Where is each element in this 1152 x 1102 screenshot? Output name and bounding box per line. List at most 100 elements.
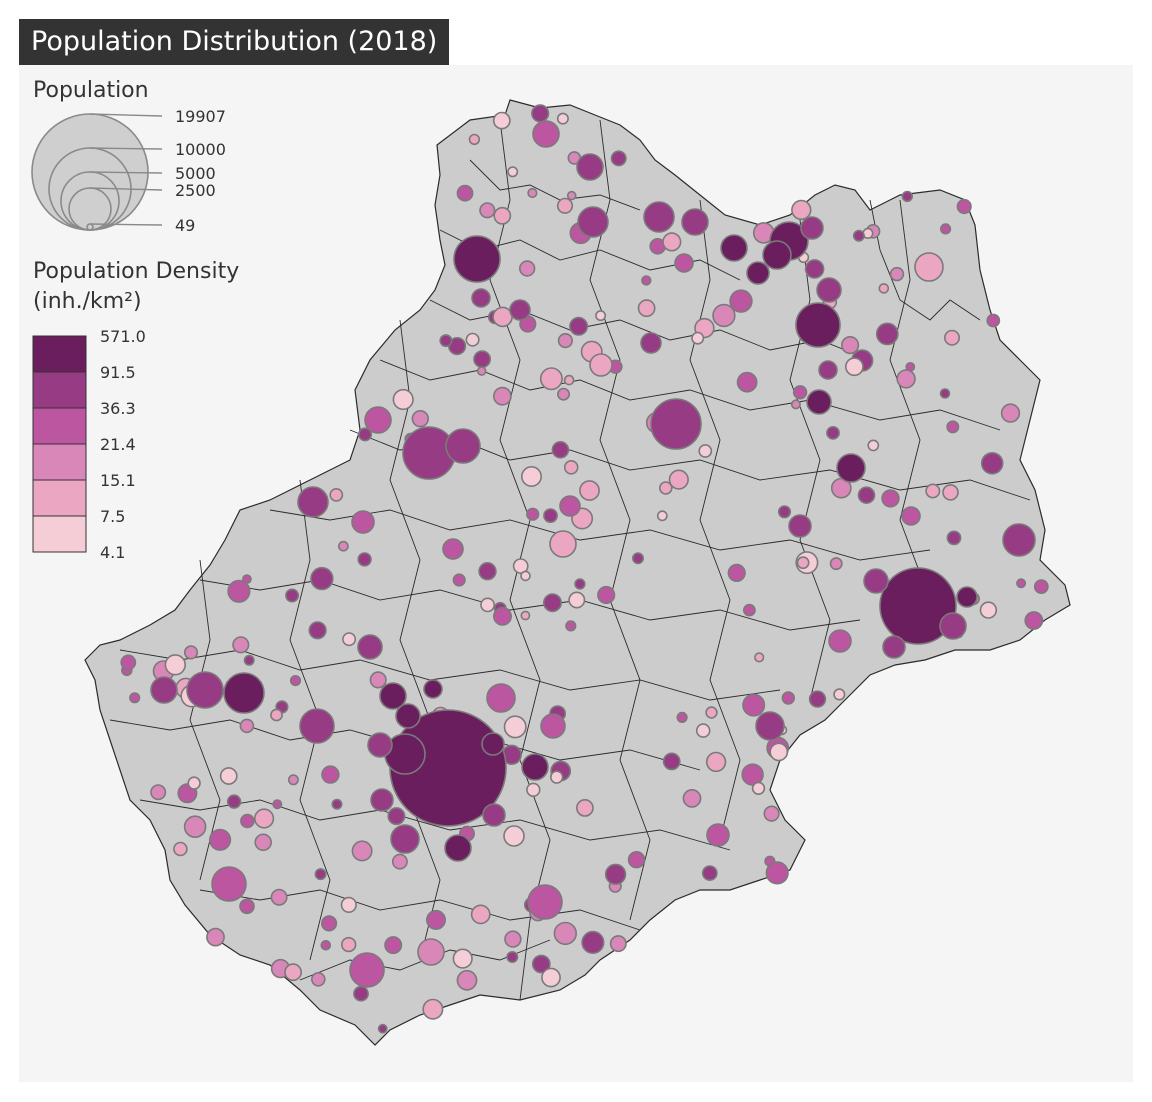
population-symbol (486, 683, 516, 713)
population-symbol (765, 861, 789, 885)
map-title: Population Distribution (2018) (19, 19, 450, 65)
population-symbol (206, 927, 225, 947)
population-symbol (589, 353, 613, 377)
population-symbol (473, 350, 492, 369)
population-symbol (557, 333, 574, 349)
population-symbol (1000, 403, 1021, 423)
population-symbol (232, 636, 250, 654)
population-symbol (939, 612, 967, 640)
population-symbol (342, 632, 357, 647)
population-symbol (576, 799, 594, 817)
population-symbol (478, 561, 497, 581)
population-symbol (308, 621, 327, 640)
population-symbol (574, 578, 586, 590)
population-symbol (816, 277, 842, 303)
size-legend-label: 10000 (175, 140, 226, 159)
population-symbol (808, 690, 827, 708)
population-symbol (390, 824, 420, 854)
population-symbol (668, 469, 689, 490)
population-symbol (579, 480, 600, 501)
population-symbol (289, 674, 302, 687)
population-symbol (150, 784, 167, 801)
population-symbol (658, 481, 673, 495)
population-symbol (481, 732, 505, 756)
population-symbol (701, 865, 718, 881)
population-symbol (549, 530, 577, 558)
population-symbol (881, 489, 900, 508)
color-legend-break: 571.0 (100, 327, 146, 346)
population-symbol (503, 825, 525, 847)
population-symbol (395, 703, 421, 729)
population-symbol (369, 671, 387, 689)
population-symbol (357, 634, 383, 660)
population-symbol (1024, 611, 1044, 630)
color-legend-swatch (32, 479, 87, 517)
population-symbol (956, 586, 978, 608)
population-symbol (503, 715, 527, 739)
population-symbol (120, 654, 137, 671)
population-symbol (565, 620, 577, 632)
population-symbol (471, 288, 491, 308)
population-symbol (763, 805, 780, 822)
population-symbol (520, 610, 531, 621)
color-legend-swatch (32, 371, 87, 409)
population-symbol (417, 938, 445, 966)
population-symbol (568, 591, 586, 609)
population-symbol (254, 808, 275, 829)
size-legend-leader (89, 147, 163, 150)
population-symbol (829, 557, 843, 571)
population-symbol (788, 514, 812, 538)
population-symbol (353, 985, 369, 1002)
population-symbol (631, 552, 644, 565)
population-symbol (379, 682, 407, 710)
population-symbol (456, 184, 474, 202)
population-symbol (527, 187, 538, 199)
population-symbol (549, 770, 564, 784)
population-symbol (939, 388, 951, 399)
population-symbol (818, 360, 838, 380)
population-symbol (867, 439, 880, 452)
population-symbol (863, 568, 889, 594)
population-symbol (284, 963, 303, 982)
population-symbol (310, 566, 334, 591)
population-symbol (377, 1023, 388, 1034)
population-symbol (796, 556, 810, 570)
population-symbol (751, 781, 766, 795)
population-symbol (742, 693, 766, 717)
population-symbol (526, 782, 541, 797)
population-symbol (698, 444, 713, 458)
population-symbol (1002, 523, 1036, 557)
color-legend: 571.0 91.5 36.3 21.4 15.1 7.5 4.1 (32, 327, 146, 562)
size-legend-label: 19907 (175, 107, 226, 126)
size-legend-title: Population (33, 78, 149, 103)
population-symbol (465, 332, 480, 347)
population-symbol (351, 840, 373, 862)
population-symbol (743, 603, 756, 617)
population-symbol (444, 834, 472, 862)
population-symbol (241, 574, 252, 584)
population-symbol (541, 967, 561, 988)
population-symbol (340, 896, 357, 914)
population-symbol (392, 388, 414, 411)
population-symbol (240, 813, 255, 829)
population-symbol (270, 708, 283, 722)
population-symbol (468, 133, 481, 146)
population-symbol (729, 289, 753, 313)
population-symbol (531, 104, 550, 123)
population-symbol (321, 765, 340, 784)
population-symbol (800, 216, 824, 240)
size-legend-leader (89, 113, 163, 117)
population-symbol (285, 588, 300, 603)
population-symbol (531, 954, 551, 974)
population-symbol (746, 261, 770, 285)
population-symbol (384, 936, 403, 955)
size-legend-circle (86, 223, 94, 231)
population-symbol (226, 794, 242, 809)
population-symbol (706, 823, 730, 847)
population-symbol (321, 915, 338, 932)
population-symbol (183, 815, 207, 839)
population-symbol (341, 936, 357, 953)
color-legend-title-line2: (inh./km²) (33, 289, 142, 314)
